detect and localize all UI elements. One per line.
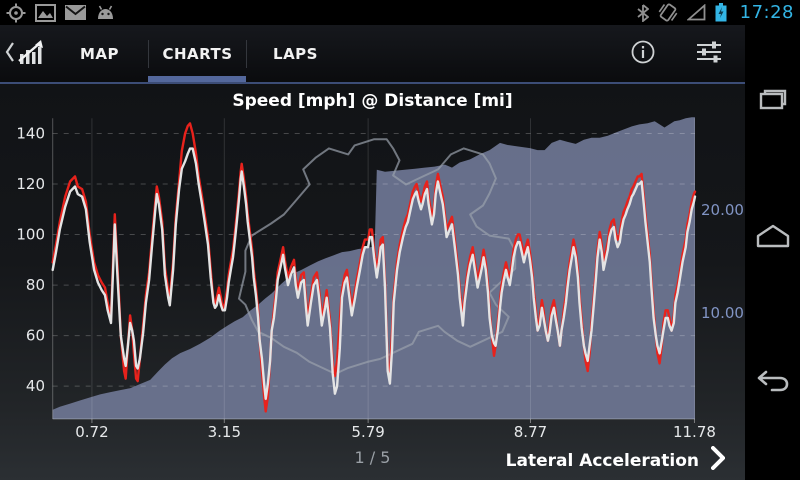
- next-chart-label: Lateral Acceleration: [505, 450, 699, 471]
- area-series: [52, 117, 695, 419]
- action-bar-actions: [625, 25, 727, 82]
- tune-sliders-icon: [695, 39, 723, 69]
- up-button[interactable]: [0, 25, 51, 82]
- x-axis-tick-label: 11.78: [673, 423, 716, 441]
- status-bar-notifications: [6, 3, 116, 23]
- tab-charts-label: CHARTS: [162, 44, 233, 63]
- speed-trace-speed-lap-red: [51, 122, 697, 413]
- right-axis-tick-label: 10.00: [701, 304, 744, 322]
- next-chart-button[interactable]: Lateral Acceleration: [505, 446, 726, 475]
- status-bar: 17:28: [0, 0, 800, 25]
- chevron-right-icon: [711, 446, 726, 475]
- y-axis-tick-label: 100: [16, 226, 45, 244]
- tab-map-label: MAP: [79, 44, 120, 63]
- y-axis-tick-label: 60: [26, 327, 45, 345]
- tab-charts[interactable]: CHARTS: [149, 25, 246, 82]
- home-button[interactable]: [745, 208, 800, 268]
- tab-laps[interactable]: LAPS: [247, 25, 344, 82]
- chart-page: 40 60 80 100 120 140 0.72 3.15 5.79 8.77 11.78 10.0…: [0, 84, 745, 480]
- back-icon: [756, 366, 790, 398]
- info-icon: [630, 39, 656, 69]
- recents-icon: [757, 87, 789, 117]
- back-button[interactable]: [745, 352, 800, 412]
- back-caret-icon: [5, 39, 15, 69]
- speed-trace-speed-lap-white: [51, 147, 697, 400]
- tab-divider: [246, 40, 247, 68]
- vibrate-icon: [658, 3, 678, 22]
- tab-laps-label: LAPS: [273, 44, 318, 63]
- y-axis-tick-label: 40: [26, 377, 45, 395]
- chart-title: Speed [mph] @ Distance [mi]: [232, 91, 513, 111]
- right-axis-tick-label: 20.00: [701, 201, 744, 219]
- android-icon: [95, 5, 116, 20]
- tab-divider: [148, 40, 149, 68]
- email-icon: [65, 5, 86, 20]
- tab-map[interactable]: MAP: [51, 25, 148, 82]
- y-axis-tick-label: 140: [16, 124, 45, 142]
- home-icon: [755, 223, 791, 253]
- action-bar: MAP CHARTS LAPS: [0, 25, 745, 84]
- tab-strip: MAP CHARTS LAPS: [51, 25, 344, 82]
- x-axis-tick-label: 5.79: [351, 423, 384, 441]
- gps-locating-icon: [6, 3, 26, 23]
- x-axis-tick-label: 0.72: [75, 423, 108, 441]
- x-axis-tick-label: 8.77: [514, 423, 547, 441]
- navigation-bar: [745, 25, 800, 480]
- bluetooth-icon: [637, 3, 649, 22]
- stats-chart-icon: [16, 37, 46, 71]
- app-window: MAP CHARTS LAPS: [0, 25, 745, 480]
- tab-underline-track: [0, 82, 745, 84]
- status-bar-system: 17:28: [637, 2, 794, 23]
- settings-button[interactable]: [691, 36, 727, 72]
- selected-tab-indicator: [148, 76, 246, 82]
- recents-button[interactable]: [745, 72, 800, 132]
- signal-empty-icon: [686, 4, 706, 21]
- gallery-icon: [35, 3, 56, 22]
- battery-charging-icon: [715, 3, 727, 22]
- track-map-outline: [238, 138, 517, 375]
- y-axis-tick-label: 120: [16, 175, 45, 193]
- speed-distance-chart[interactable]: 40 60 80 100 120 140 0.72 3.15 5.79 8.77 11.78 10.0…: [0, 84, 745, 480]
- chart-pager: 1 / 5 Lateral Acceleration: [0, 440, 745, 480]
- x-axis-tick-label: 3.15: [208, 423, 241, 441]
- clock: 17:28: [739, 2, 794, 23]
- y-axis-tick-label: 80: [26, 276, 45, 294]
- info-button[interactable]: [625, 36, 661, 72]
- page-indicator: 1 / 5: [354, 448, 391, 467]
